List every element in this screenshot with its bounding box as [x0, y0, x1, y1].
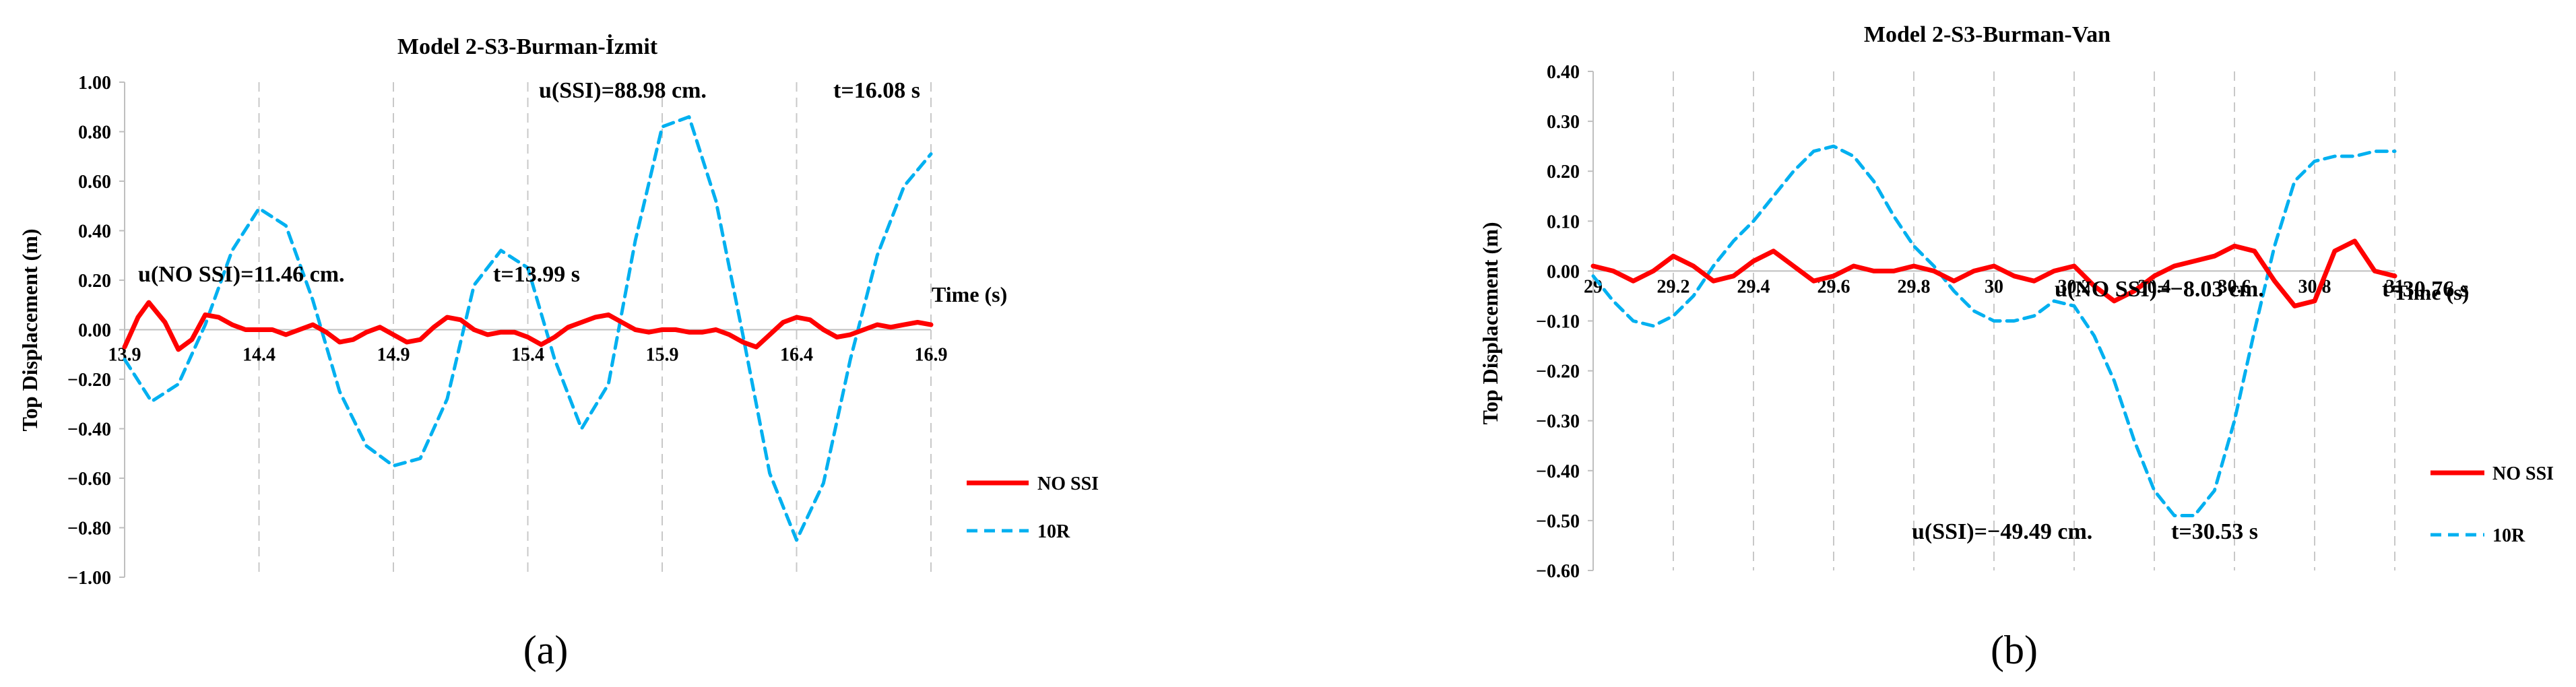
- y-tick-label: −0.30: [1536, 412, 1580, 432]
- chart-title: Model 2-S3-Burman-İzmit: [397, 34, 658, 59]
- x-tick-label: 30.6: [2218, 276, 2251, 297]
- y-tick-label: 0.20: [1547, 162, 1580, 183]
- annotation-label: u(SSI)=−49.49 cm.: [1912, 519, 2092, 544]
- annotation-label: t=30.53 s: [2171, 519, 2258, 544]
- y-tick-label: 0.10: [1547, 211, 1580, 232]
- y-tick-label: 0.40: [78, 222, 111, 242]
- y-tick-label: 0.00: [78, 321, 111, 341]
- x-tick-label: 30: [1985, 276, 2003, 297]
- legend-label: NO SSI: [2492, 463, 2554, 484]
- panel-b: Model 2-S3-Burman-Van 0.40 0.30 0.20 0.10 0.0…: [1478, 22, 2554, 672]
- x-tick-label: 30.8: [2298, 276, 2331, 297]
- x-tick-label: 16.9: [915, 345, 948, 366]
- y-tick-label: −0.80: [67, 519, 111, 539]
- x-tick-label: 15.9: [646, 345, 679, 366]
- y-tick-label: 0.40: [1547, 62, 1580, 83]
- legend-label: 10R: [1037, 521, 1070, 542]
- y-tick-label: −0.10: [1536, 312, 1580, 333]
- annotation-label: t=13.99 s: [493, 262, 580, 287]
- x-tick-label: 29: [1584, 276, 1603, 297]
- y-axis-title: Top Displacement (m): [18, 228, 42, 431]
- y-tick-label: 0.20: [78, 271, 111, 292]
- x-axis-title: Time (s): [932, 282, 1007, 306]
- x-tick-label: 16.4: [780, 345, 813, 366]
- x-tick-label: 14.9: [377, 345, 410, 366]
- legend-label: 10R: [2492, 525, 2525, 546]
- y-tick-label: 0.00: [1547, 261, 1580, 282]
- y-tick-label: −1.00: [67, 568, 111, 589]
- annotation-label: u(NO SSI)=−8.03 cm.: [2055, 277, 2264, 302]
- series-line-10r: [1591, 144, 2397, 517]
- legend-label: NO SSI: [1037, 473, 1099, 494]
- x-tick-label: 31: [2385, 276, 2404, 297]
- annotation-label: t=16.08 s: [833, 78, 920, 103]
- x-tick-label: 29.4: [1737, 276, 1770, 297]
- panel-label: (a): [523, 628, 569, 672]
- y-tick-label: −0.40: [1536, 461, 1580, 482]
- y-tick-label: 1.00: [78, 73, 111, 94]
- y-tick-label: −0.20: [1536, 362, 1580, 383]
- x-tick-label: 14.4: [243, 345, 276, 366]
- annotation-label: u(NO SSI)=11.46 cm.: [138, 262, 345, 287]
- x-axis-title: Time (s): [2393, 280, 2469, 304]
- series-line-no-ssi: [122, 300, 934, 352]
- x-tick-label: 29.2: [1657, 276, 1690, 297]
- panel-a: Model 2-S3-Burman-İzmit 1.00 0.80 0.60 0.40 0…: [18, 34, 1099, 672]
- y-tick-label: −0.20: [67, 370, 111, 391]
- x-tick-label: 15.4: [511, 345, 544, 366]
- annotation-label: t=30.76 s: [2382, 277, 2469, 302]
- y-tick-label: 0.80: [78, 123, 111, 143]
- y-tick-label: −0.60: [67, 469, 111, 490]
- series-line-no-ssi: [1590, 238, 2397, 308]
- y-tick-label: −0.50: [1536, 511, 1580, 532]
- panel-label: (b): [1991, 628, 2038, 672]
- series-line-10r: [123, 115, 933, 542]
- y-tick-label: 0.30: [1547, 112, 1580, 133]
- y-axis-title: Top Displacement (m): [1478, 222, 1502, 424]
- y-tick-label: −0.60: [1536, 561, 1580, 582]
- chart-title: Model 2-S3-Burman-Van: [1864, 22, 2111, 47]
- x-tick-label: 29.8: [1898, 276, 1931, 297]
- annotation-label: u(SSI)=88.98 cm.: [539, 78, 707, 103]
- y-tick-label: 0.60: [78, 172, 111, 193]
- y-tick-label: −0.40: [67, 420, 111, 440]
